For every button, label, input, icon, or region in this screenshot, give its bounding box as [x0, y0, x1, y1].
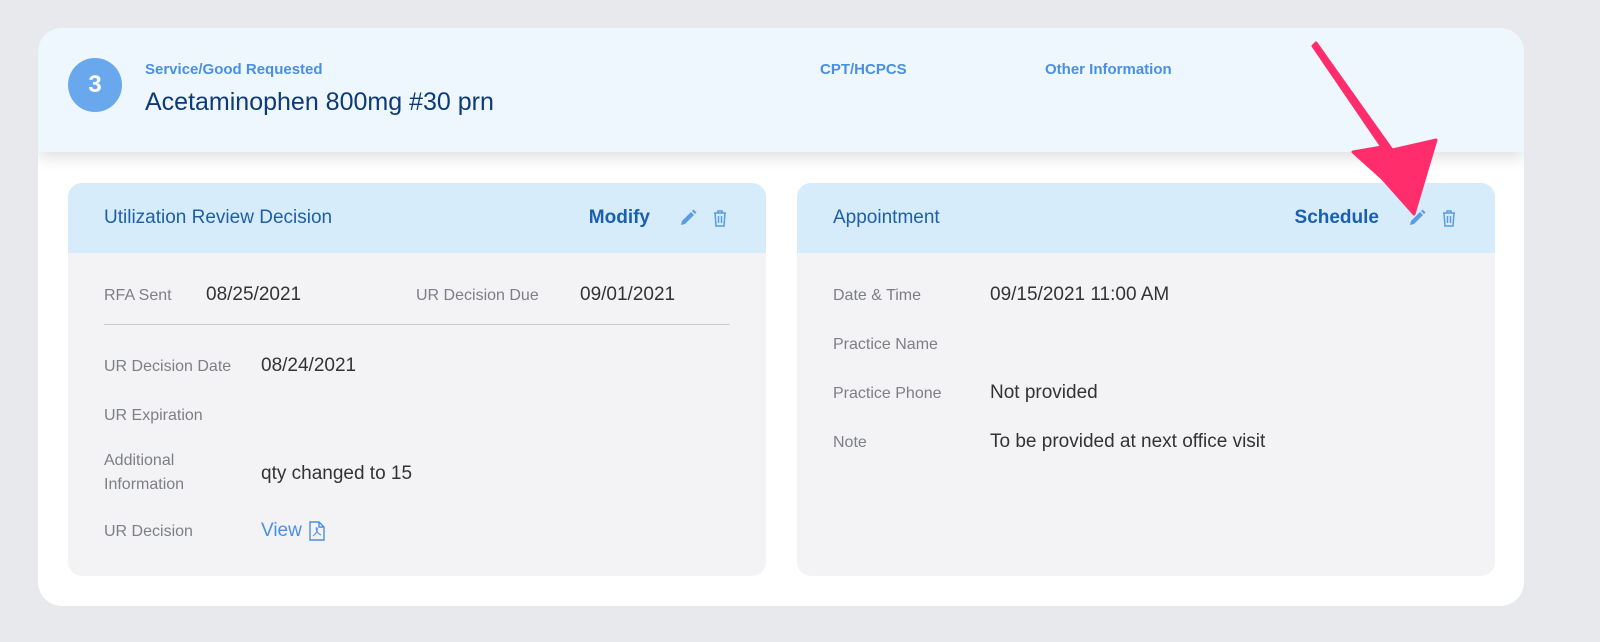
item-number-badge: 3 — [68, 58, 122, 112]
pencil-icon[interactable] — [678, 208, 698, 228]
other-info-label: Other Information — [1045, 61, 1172, 78]
note-label: Note — [833, 434, 867, 451]
request-card: 3 Service/Good Requested Acetaminophen 8… — [38, 28, 1524, 606]
pdf-icon[interactable] — [308, 521, 326, 541]
view-link[interactable]: View — [261, 520, 326, 542]
rfa-sent-value: 08/25/2021 — [206, 284, 302, 305]
additional-info-label-1: Additional — [104, 452, 175, 469]
service-value: Acetaminophen 800mg #30 prn — [145, 88, 494, 116]
schedule-button[interactable]: Schedule — [1294, 207, 1379, 228]
date-time-value: 09/15/2021 11:00 AM — [990, 284, 1170, 305]
rfa-sent-label: RFA Sent — [104, 287, 172, 304]
pencil-icon[interactable] — [1407, 208, 1427, 228]
ur-panel-header: Utilization Review Decision Modify — [68, 183, 766, 253]
cpt-label: CPT/HCPCS — [820, 61, 907, 78]
practice-phone-value: Not provided — [990, 382, 1098, 403]
ur-panel-title: Utilization Review Decision — [104, 207, 333, 228]
view-text[interactable]: View — [261, 520, 302, 541]
modify-button[interactable]: Modify — [588, 207, 650, 228]
ur-due-value: 09/01/2021 — [580, 284, 676, 305]
date-time-label: Date & Time — [833, 287, 922, 304]
practice-name-label: Practice Name — [833, 336, 938, 353]
ur-decision-panel: Utilization Review Decision Modify RFA S… — [68, 183, 766, 576]
service-label: Service/Good Requested — [145, 61, 323, 78]
additional-info-value: qty changed to 15 — [261, 463, 413, 484]
divider — [104, 324, 730, 325]
trash-icon[interactable] — [710, 208, 730, 228]
request-header: 3 Service/Good Requested Acetaminophen 8… — [38, 28, 1524, 152]
ur-expiration-label: UR Expiration — [104, 407, 203, 424]
appointment-panel-title: Appointment — [833, 207, 940, 228]
appointment-panel: Appointment Schedule Date & Time 09/15/2… — [797, 183, 1495, 576]
appointment-panel-header: Appointment Schedule — [797, 183, 1495, 253]
practice-phone-label: Practice Phone — [833, 385, 942, 402]
additional-info-label-2: Information — [104, 476, 185, 493]
ur-decision-label: UR Decision — [104, 523, 193, 540]
ur-date-value: 08/24/2021 — [261, 355, 357, 376]
ur-date-label: UR Decision Date — [104, 358, 232, 375]
trash-icon[interactable] — [1439, 208, 1459, 228]
ur-due-label: UR Decision Due — [416, 287, 539, 304]
note-value: To be provided at next office visit — [990, 431, 1266, 452]
